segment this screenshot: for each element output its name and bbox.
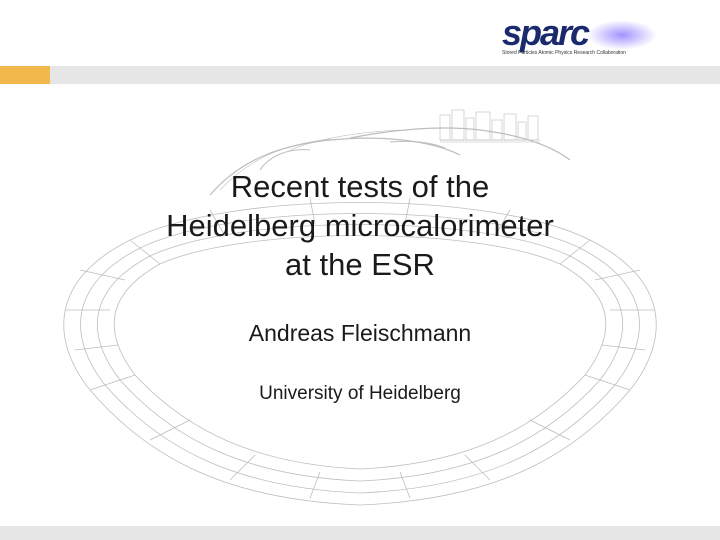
title-line-2: Heidelberg microcalorimeter xyxy=(0,207,720,246)
affiliation: University of Heidelberg xyxy=(0,383,720,405)
sparc-logo: sparc Stored Particles Atomic Physics Re… xyxy=(502,12,692,60)
header-bar xyxy=(0,66,720,84)
slide-title: Recent tests of the Heidelberg microcalo… xyxy=(0,168,720,284)
logo-text: sparc xyxy=(502,12,692,54)
title-line-3: at the ESR xyxy=(0,246,720,285)
author-name: Andreas Fleischmann xyxy=(0,320,720,347)
header-accent xyxy=(0,66,50,84)
slide-content: Recent tests of the Heidelberg microcalo… xyxy=(0,168,720,405)
title-line-1: Recent tests of the xyxy=(0,168,720,207)
footer-bar xyxy=(0,526,720,540)
